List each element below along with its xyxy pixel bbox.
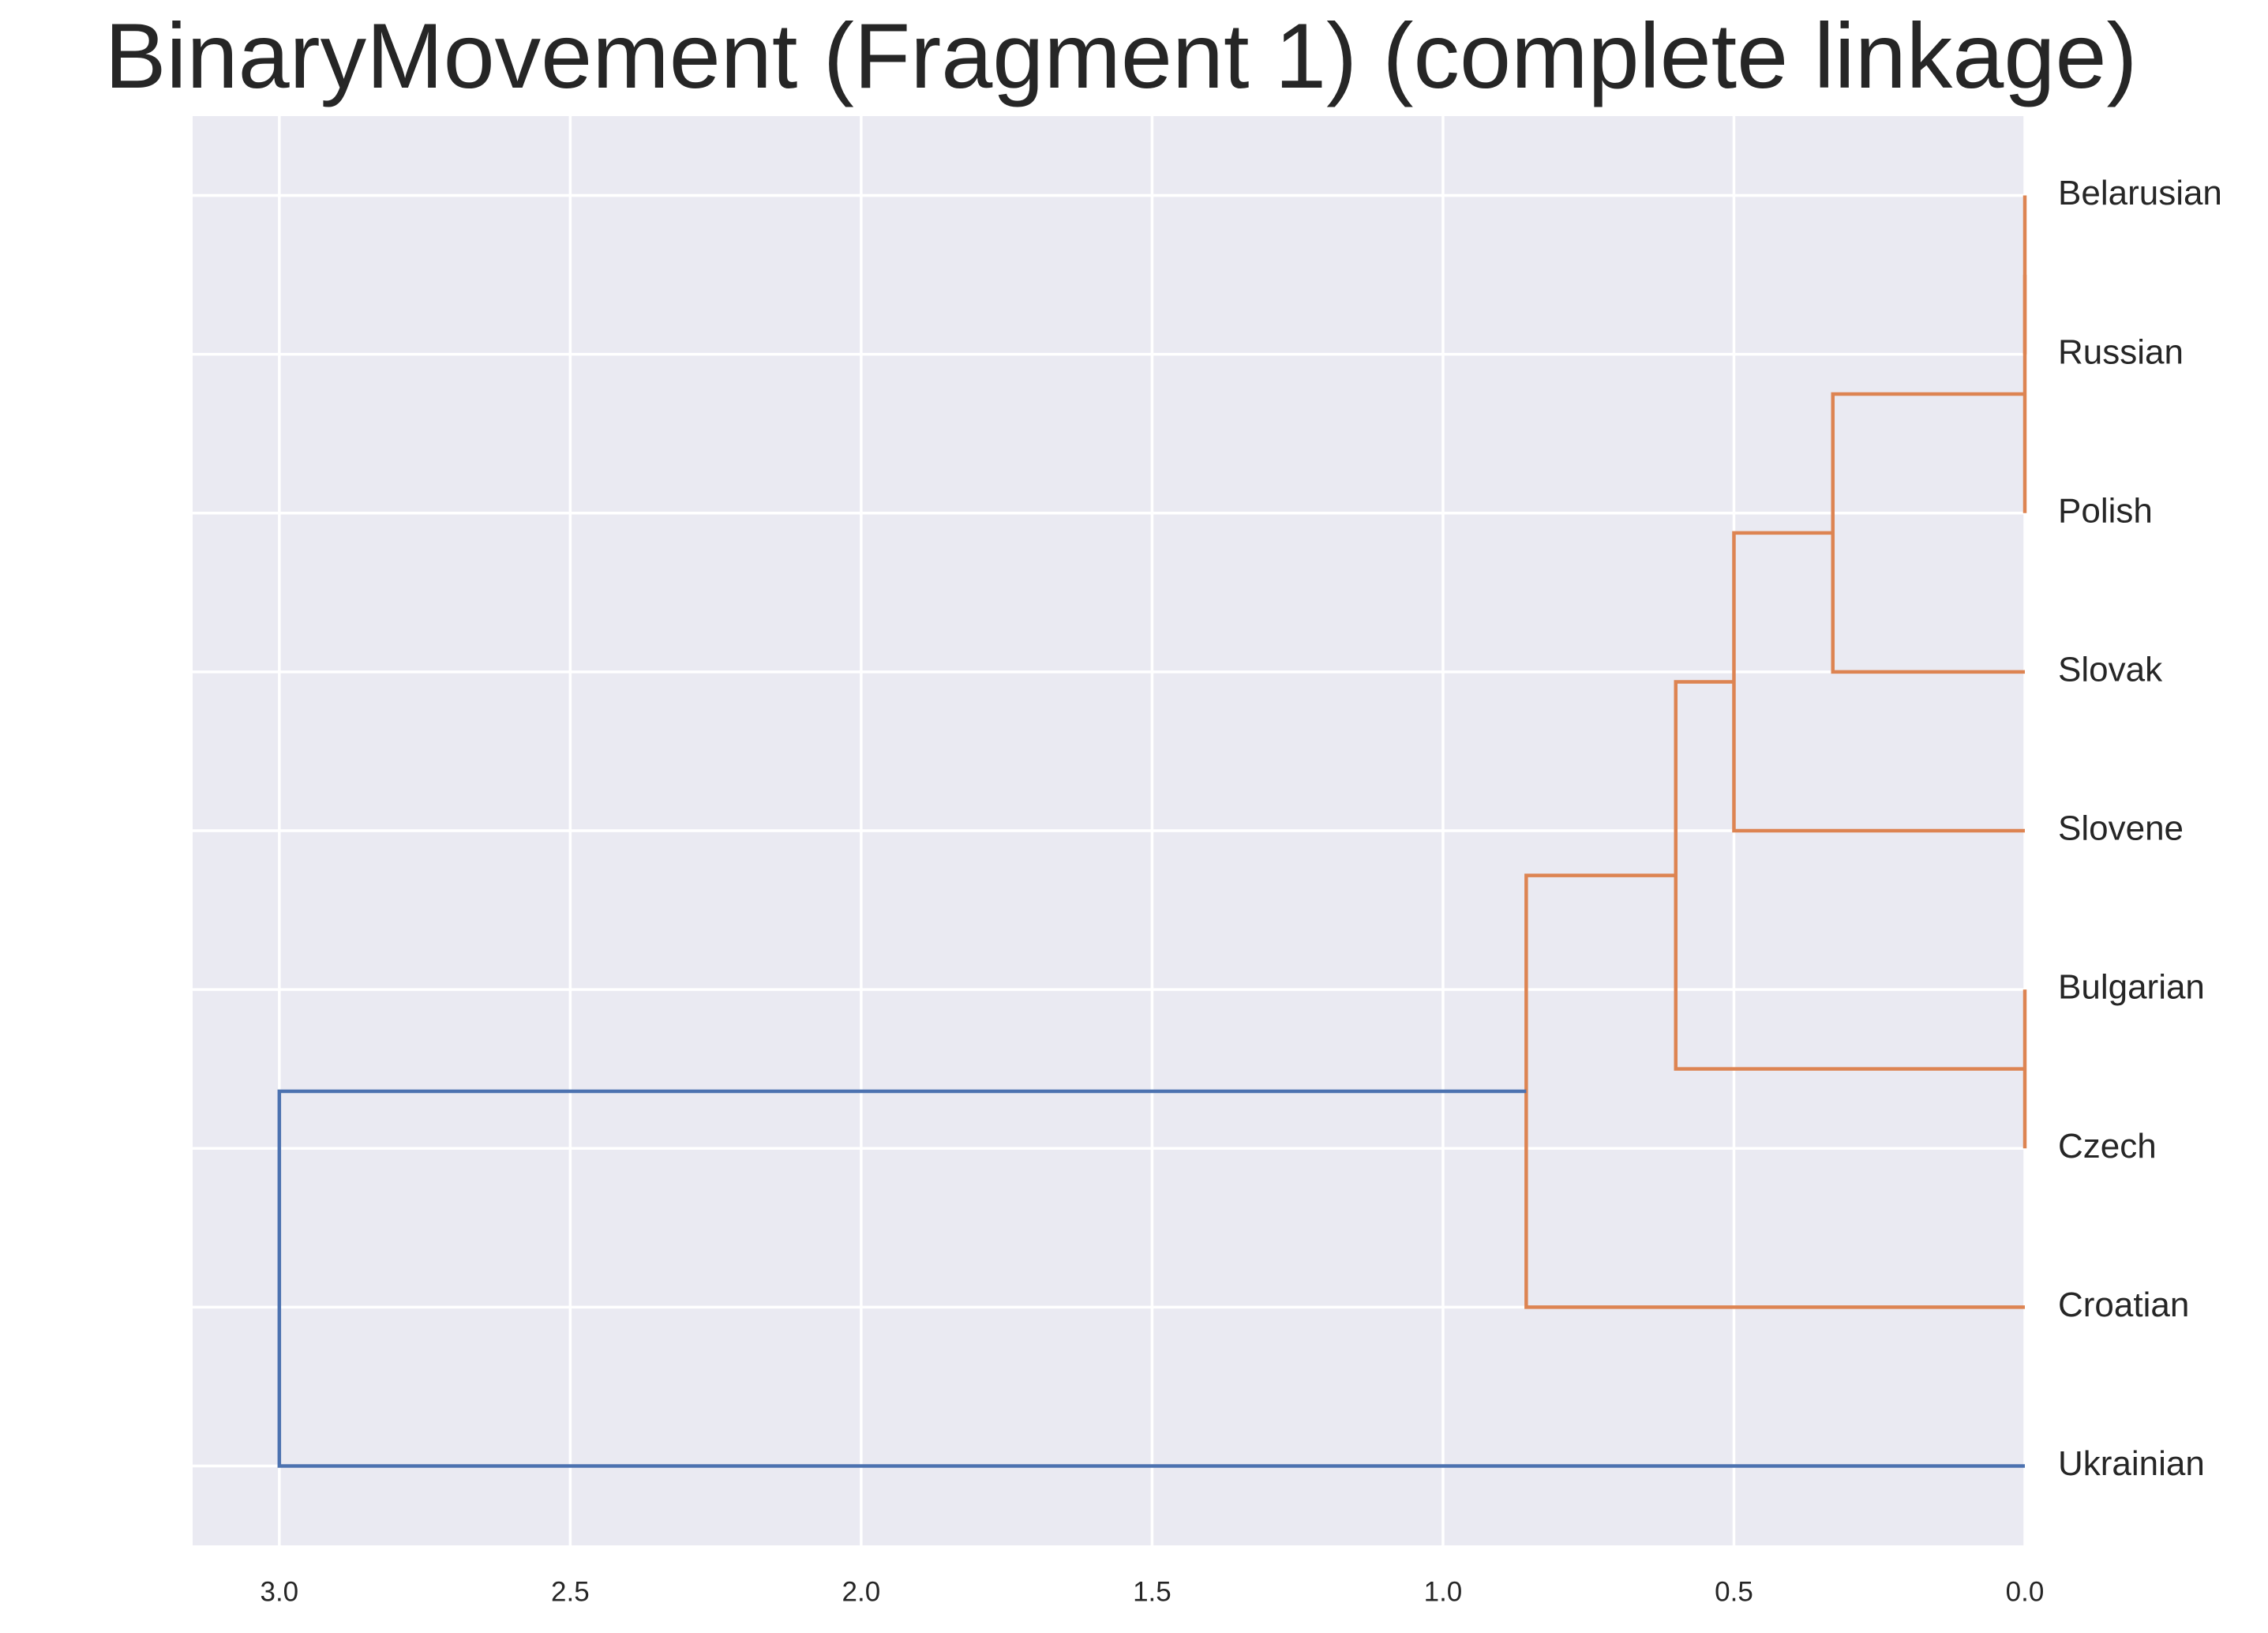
link (277, 1089, 2025, 1468)
x-tick-label: 0.0 (2006, 1576, 2045, 1607)
x-tick-label: 1.0 (1424, 1576, 1463, 1607)
chart-title: BinaryMovement (Fragment 1) (complete li… (105, 4, 2138, 107)
x-tick-label: 1.5 (1133, 1576, 1171, 1607)
leaf-label: Slovene (2058, 809, 2184, 848)
leaf-label: Bulgarian (2058, 968, 2205, 1007)
x-tick-label: 2.0 (842, 1576, 881, 1607)
leaf-label: Polish (2058, 491, 2153, 530)
leaf-label: Slovak (2058, 651, 2163, 689)
leaf-label: Ukrainian (2058, 1444, 2205, 1483)
x-tick-label: 0.5 (1715, 1576, 1753, 1607)
leaf-label: Russian (2058, 332, 2184, 371)
x-tick-label: 2.5 (551, 1576, 590, 1607)
leaf-label: Croatian (2058, 1286, 2189, 1324)
leaf-label: Belarusian (2058, 174, 2222, 212)
leaf-label: Czech (2058, 1127, 2157, 1166)
x-tick-label: 3.0 (260, 1576, 298, 1607)
